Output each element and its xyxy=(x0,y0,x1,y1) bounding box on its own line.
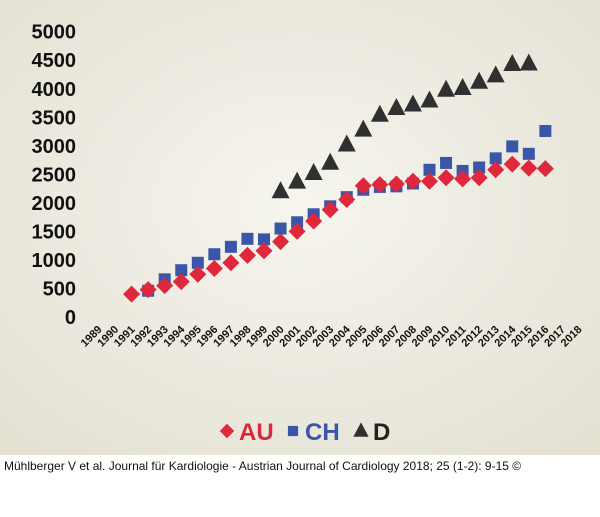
data-points xyxy=(123,53,554,303)
y-tick-label: 4000 xyxy=(32,79,77,101)
data-point-d-triangle xyxy=(403,94,422,112)
data-point-ch-square xyxy=(506,140,519,153)
data-point-au-diamond xyxy=(288,222,306,240)
data-point-d-triangle xyxy=(387,97,406,115)
data-point-au-diamond xyxy=(487,161,505,179)
y-tick-label: 500 xyxy=(43,278,76,300)
data-point-ch-square xyxy=(440,156,453,169)
data-point-au-diamond xyxy=(536,160,554,178)
data-point-au-diamond xyxy=(222,254,240,272)
legend-label-ch: CH xyxy=(305,419,340,446)
data-point-au-diamond xyxy=(238,246,256,264)
data-point-d-triangle xyxy=(271,181,290,199)
legend-label-au: AU xyxy=(239,419,274,446)
data-point-d-triangle xyxy=(420,90,439,108)
data-point-ch-square xyxy=(191,256,204,269)
y-tick-label: 2000 xyxy=(32,193,77,215)
data-point-d-triangle xyxy=(354,119,373,137)
data-point-au-diamond xyxy=(387,175,405,193)
data-point-ch-square xyxy=(489,152,502,165)
legend-marker-ch xyxy=(287,425,299,437)
y-tick-label: 4500 xyxy=(32,50,77,72)
data-point-au-diamond xyxy=(123,285,141,303)
data-point-ch-square xyxy=(539,124,552,137)
data-point-d-triangle xyxy=(304,163,323,181)
data-point-ch-square xyxy=(522,147,535,160)
data-point-d-triangle xyxy=(486,65,505,83)
data-point-au-diamond xyxy=(421,172,438,190)
data-point-ch-square xyxy=(473,161,486,174)
data-point-au-diamond xyxy=(172,273,190,291)
chart-svg: 0 500 1000 1500 2000 2500 3000 3500 4000 4500 5000… xyxy=(0,0,600,455)
data-point-ch-square xyxy=(224,240,237,253)
data-point-au-diamond xyxy=(156,277,174,295)
legend-marker-au xyxy=(219,423,235,439)
data-point-au-diamond xyxy=(305,212,323,230)
data-point-d-triangle xyxy=(321,152,340,170)
data-point-au-diamond xyxy=(354,177,372,195)
x-axis-tick-labels: 1989199019911992199319941995199619971998… xyxy=(79,323,585,349)
data-point-d-triangle xyxy=(370,104,389,122)
data-point-d-triangle xyxy=(519,53,538,71)
y-tick-label: 1000 xyxy=(32,250,77,272)
y-tick-label: 1500 xyxy=(32,221,77,243)
data-point-ch-square xyxy=(175,264,188,277)
legend-marker-d xyxy=(353,422,369,437)
data-point-ch-square xyxy=(274,222,287,235)
chart-figure: 0 500 1000 1500 2000 2500 3000 3500 4000 4500 5000… xyxy=(0,0,600,455)
y-axis-tick-labels: 0 500 1000 1500 2000 2500 3000 3500 4000 4500 5000 xyxy=(32,22,77,329)
data-point-ch-square xyxy=(241,232,254,245)
legend-label-d: D xyxy=(373,419,390,446)
series-au xyxy=(123,155,554,303)
data-point-au-diamond xyxy=(205,259,223,277)
data-point-ch-square xyxy=(258,233,270,246)
data-point-au-diamond xyxy=(139,281,157,299)
citation-text: Mühlberger V et al. Journal für Kardiolo… xyxy=(4,459,522,473)
data-point-au-diamond xyxy=(503,155,521,173)
y-tick-label: 5000 xyxy=(32,22,77,44)
data-point-au-diamond xyxy=(189,265,207,283)
data-point-au-diamond xyxy=(255,242,273,260)
data-point-au-diamond xyxy=(371,176,389,194)
legend: AU CH D xyxy=(219,419,390,446)
y-tick-label: 0 xyxy=(65,307,76,329)
data-point-au-diamond xyxy=(470,169,488,187)
y-tick-label: 3500 xyxy=(32,107,77,129)
data-point-ch-square xyxy=(208,248,221,261)
data-point-au-diamond xyxy=(404,172,422,190)
data-point-d-triangle xyxy=(453,77,472,95)
y-tick-label: 2500 xyxy=(32,164,77,186)
y-tick-label: 3000 xyxy=(32,136,77,158)
series-d xyxy=(271,53,538,199)
data-point-au-diamond xyxy=(338,190,356,208)
data-point-d-triangle xyxy=(503,54,522,72)
data-point-d-triangle xyxy=(288,171,307,189)
data-point-au-diamond xyxy=(454,170,472,188)
data-point-au-diamond xyxy=(321,201,339,219)
data-point-au-diamond xyxy=(272,233,290,251)
data-point-d-triangle xyxy=(437,79,456,97)
data-point-au-diamond xyxy=(437,169,455,187)
data-point-ch-square xyxy=(423,163,436,176)
data-point-d-triangle xyxy=(337,134,356,152)
data-point-ch-square xyxy=(291,216,304,229)
data-point-d-triangle xyxy=(470,71,489,89)
data-point-au-diamond xyxy=(520,159,538,177)
